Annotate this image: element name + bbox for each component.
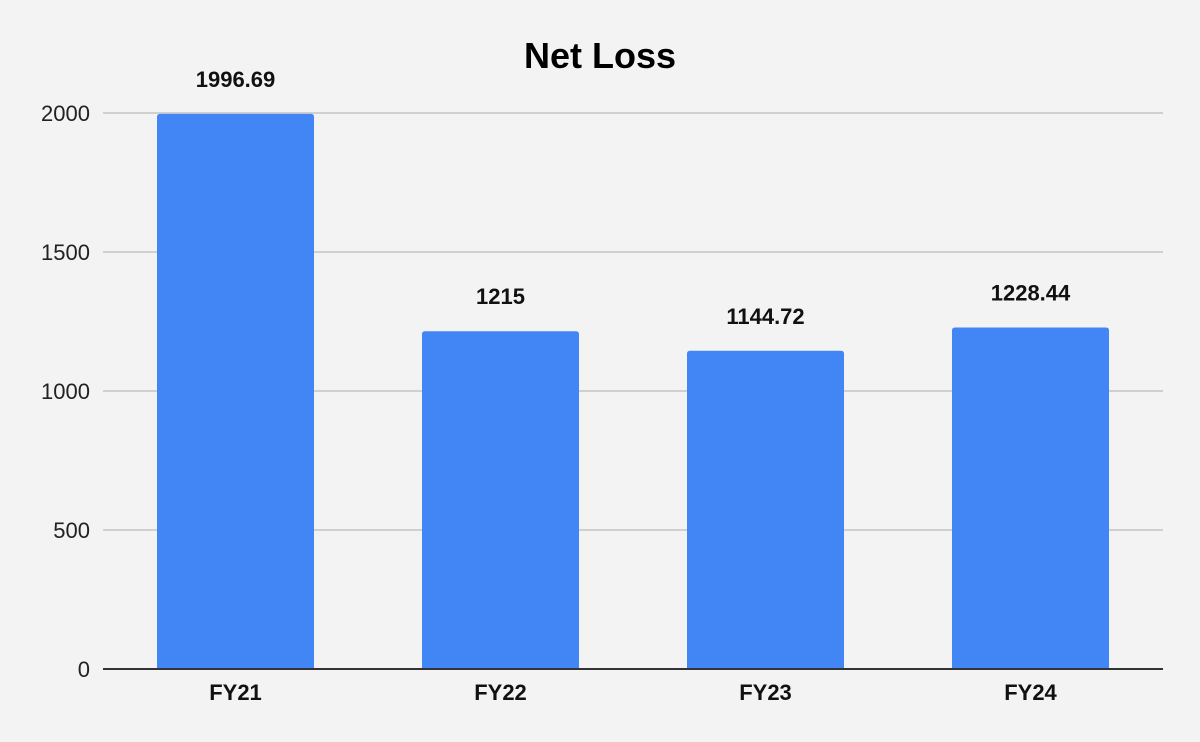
y-tick-label: 1000 <box>41 379 90 404</box>
bars <box>157 113 1109 670</box>
y-tick-label: 2000 <box>41 101 90 126</box>
x-tick-label: FY22 <box>474 680 527 705</box>
x-tick-label: FY21 <box>209 680 262 705</box>
chart-title: Net Loss <box>524 35 676 76</box>
data-label: 1144.72 <box>726 304 804 329</box>
bar-fy24 <box>952 327 1109 669</box>
bar-fy22 <box>422 331 579 669</box>
labels: 0 500 1000 1500 2000 1996.69 FY21 1215 FY22 1144.… <box>41 67 1071 705</box>
data-label: 1228.44 <box>991 280 1071 305</box>
bar-fy23 <box>687 350 844 669</box>
y-tick-label: 0 <box>78 657 90 682</box>
x-tick-label: FY24 <box>1004 680 1057 705</box>
x-tick-label: FY23 <box>739 680 792 705</box>
y-tick-label: 1500 <box>41 240 90 265</box>
y-tick-label: 500 <box>53 518 90 543</box>
data-label: 1996.69 <box>196 67 276 92</box>
data-label: 1215 <box>476 284 525 309</box>
bar-fy21 <box>157 113 314 670</box>
